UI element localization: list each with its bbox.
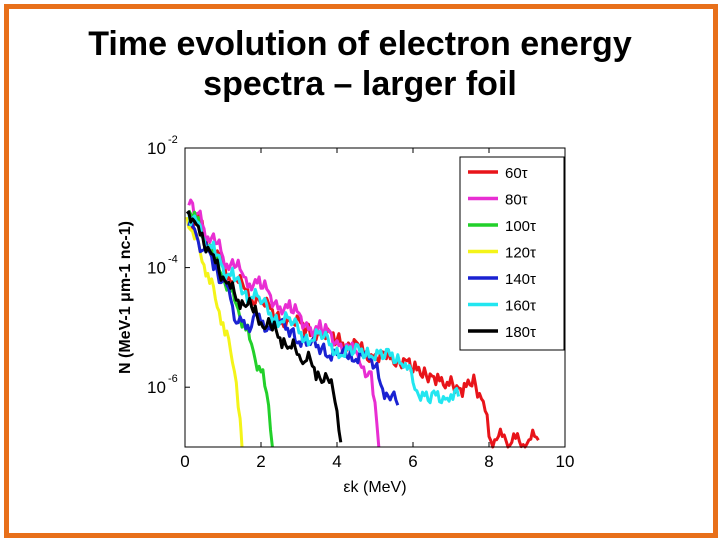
x-axis-label: εk (MeV) xyxy=(343,479,406,496)
page-title: Time evolution of electron energy spectr… xyxy=(0,24,720,104)
x-tick-label: 4 xyxy=(332,452,341,471)
y-tick-label: 10 xyxy=(147,259,166,278)
legend-entry: 100τ xyxy=(505,218,536,235)
legend: 60τ 80τ 100τ 120τ 140τ 160τ 180τ xyxy=(459,156,565,351)
series-line-6 xyxy=(187,213,461,405)
plot-area-border xyxy=(184,147,566,448)
y-tick-label: 10 xyxy=(147,139,166,158)
title-line-2: spectra – larger foil xyxy=(203,65,517,103)
y-tick-exponent: -4 xyxy=(168,254,178,266)
legend-box xyxy=(459,156,565,351)
legend-entry: 60τ xyxy=(505,165,528,182)
series-group xyxy=(185,198,540,449)
y-tick-exponent: -2 xyxy=(168,134,178,146)
legend-entry: 160τ xyxy=(505,298,536,315)
series-line-3 xyxy=(187,209,274,448)
legend-entry: 80τ xyxy=(505,192,528,209)
x-tick-label: 6 xyxy=(408,452,417,471)
series-line-2 xyxy=(187,198,381,448)
x-tick-label: 2 xyxy=(256,452,265,471)
x-tick-label: 10 xyxy=(556,452,575,471)
y-tick-exponent: -6 xyxy=(168,373,178,385)
legend-entry: 180τ xyxy=(505,324,536,341)
x-tick-label: 8 xyxy=(484,452,493,471)
series-line-7 xyxy=(185,210,343,443)
x-tick-label: 0 xyxy=(180,452,189,471)
legend-entry: 140τ xyxy=(505,271,536,288)
y-axis-label: N (MeV-1 μm-1 nc-1) xyxy=(117,221,134,374)
slide-frame xyxy=(4,4,718,538)
y-tick-label: 10 xyxy=(147,378,166,397)
legend-entry: 120τ xyxy=(505,245,536,262)
title-line-1: Time evolution of electron energy xyxy=(88,25,632,63)
